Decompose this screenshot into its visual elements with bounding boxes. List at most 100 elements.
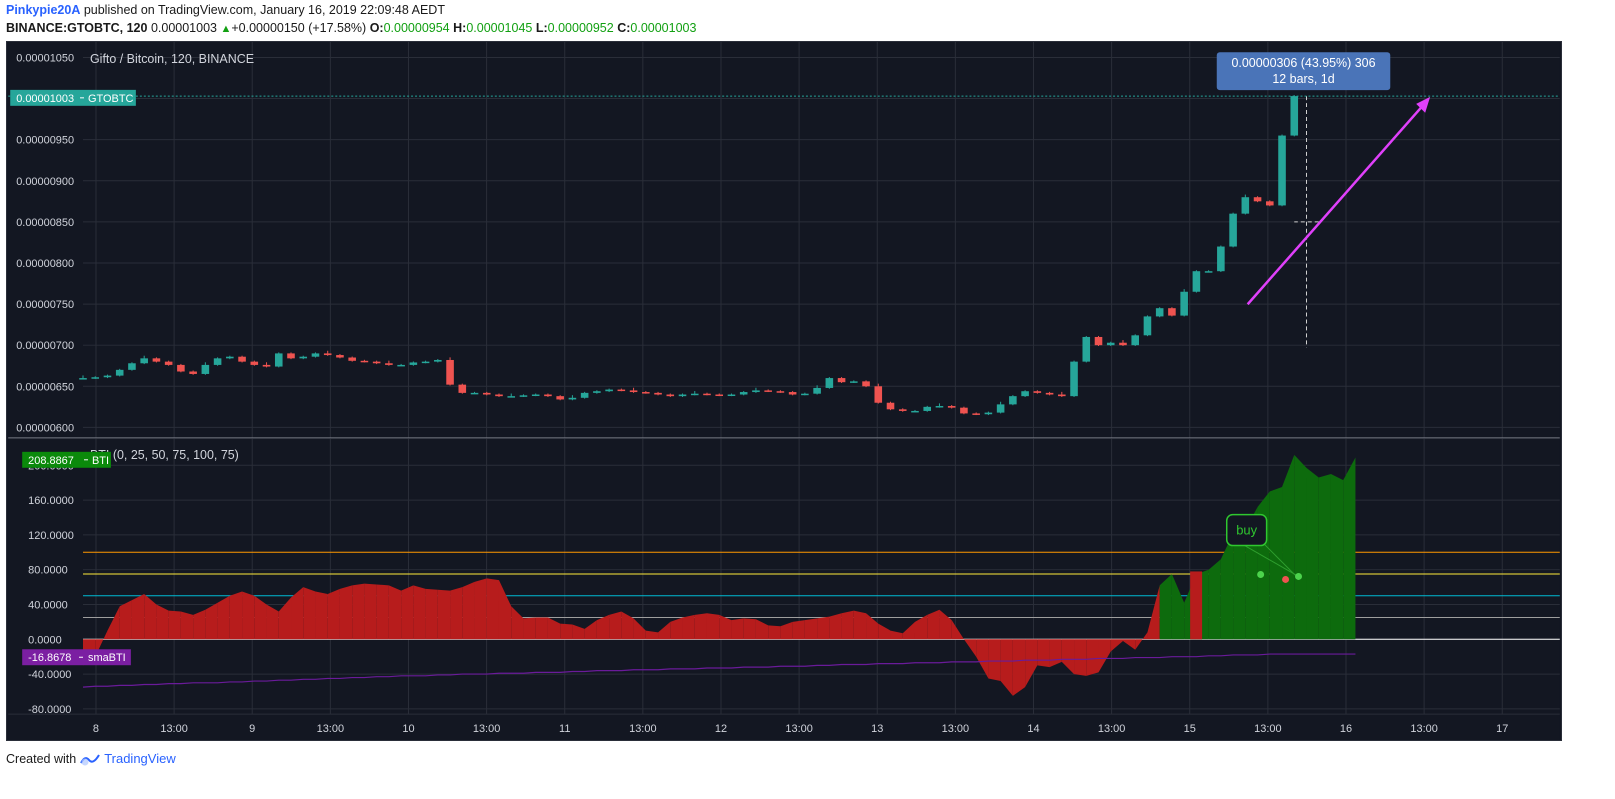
bti-area-segment xyxy=(1074,639,1087,676)
bti-area-segment xyxy=(1122,639,1136,650)
x-axis-labels[interactable]: 8 13:00 9 13:00 10 13:00 11 13:00 12 13:00 13 13:00… xyxy=(93,723,1508,735)
candle-body xyxy=(531,394,540,397)
bti-area-segment xyxy=(107,606,120,640)
bti-area-segment xyxy=(853,610,867,640)
bti-area-segment xyxy=(131,594,145,640)
bti-area-segment xyxy=(1012,639,1026,696)
bti-area-segment xyxy=(291,587,304,640)
bti-axis-label: 120.0000 xyxy=(28,530,74,542)
publication-line: Pinkypie20A published on TradingView.com… xyxy=(6,3,445,17)
candle-body xyxy=(458,384,467,393)
publisher-link[interactable]: Pinkypie20A xyxy=(6,3,81,17)
price-tag-symbol: GTOBTC xyxy=(88,93,134,105)
x-axis-label: 13:00 xyxy=(160,723,187,735)
bti-area-segment xyxy=(572,624,585,640)
candle-body xyxy=(1106,342,1115,346)
buy-callout-pointer-a xyxy=(1260,540,1297,577)
candle-body xyxy=(140,358,148,364)
trend-arrow[interactable] xyxy=(1246,96,1431,306)
bti-area-segment xyxy=(278,597,292,640)
candle-body xyxy=(788,392,797,395)
buy-callout[interactable]: buy xyxy=(1225,513,1303,583)
candle-body xyxy=(189,371,197,374)
bti-area-segment xyxy=(193,609,206,640)
candle-body xyxy=(1143,316,1152,336)
candle-body xyxy=(715,394,724,397)
candle-body xyxy=(654,392,662,395)
candle-body xyxy=(348,357,356,361)
bti-area-segment xyxy=(450,587,463,640)
candle-body xyxy=(519,395,528,397)
price-axis-label: 0.00000750 xyxy=(16,299,74,311)
low-value: 0.00000952 xyxy=(547,21,614,35)
candle-body xyxy=(128,363,136,370)
price-axis-label: 0.00000800 xyxy=(16,258,74,270)
bti-axis-label: 80.0000 xyxy=(28,565,68,577)
high-label: H: xyxy=(453,21,467,35)
candle-body xyxy=(360,360,369,363)
candle-body xyxy=(666,394,675,397)
candle-body xyxy=(1155,308,1164,317)
bti-area-segment xyxy=(156,604,169,640)
sma-tag-value: -16.8678 xyxy=(28,652,71,664)
bti-area-segment xyxy=(1306,467,1319,640)
bti-area-segment xyxy=(719,614,732,640)
bti-area-segment xyxy=(1171,574,1185,640)
bti-area-segment xyxy=(1294,454,1307,640)
sma-value-tag: -16.8678 smaBTI xyxy=(22,649,131,666)
price-axis-label: 0.00000850 xyxy=(16,217,74,229)
price-range-measure[interactable]: 0.00000306 (43.95%) 306 12 bars, 1d xyxy=(1216,52,1391,348)
bti-area-segment xyxy=(413,585,426,640)
candle-body xyxy=(470,392,479,395)
buy-callout-box[interactable] xyxy=(1225,513,1268,547)
price-pane-legend[interactable]: Gifto / Bitcoin, 120, BINANCE xyxy=(90,52,254,66)
price-axis-label: 0.00001050 xyxy=(16,52,74,64)
candle-body xyxy=(617,389,626,392)
bti-area-segment xyxy=(706,613,720,640)
candle-body xyxy=(1290,96,1299,136)
bti-pane-legend[interactable]: BTI (0, 25, 50, 75, 100, 75) xyxy=(90,448,239,462)
bti-area-segment xyxy=(682,614,695,640)
candle-body xyxy=(678,394,687,397)
candle-body xyxy=(1204,271,1213,273)
buy-callout-text: buy xyxy=(1236,523,1257,538)
x-axis-label: 13:00 xyxy=(1098,723,1125,735)
bti-area-segment xyxy=(621,611,634,640)
bti-area-segment xyxy=(866,613,879,640)
x-axis-label: 13:00 xyxy=(942,723,969,735)
chart-canvas[interactable]: 0.00000306 (43.95%) 306 12 bars, 1d buy … xyxy=(6,41,1562,741)
candle-body xyxy=(1094,336,1103,346)
bti-area-segment xyxy=(242,591,255,640)
tradingview-brand-link[interactable]: TradingView xyxy=(104,751,176,766)
candle-body xyxy=(152,358,161,362)
x-axis-label: 13:00 xyxy=(785,723,812,735)
bti-area-segment xyxy=(1343,457,1356,640)
candle-body xyxy=(164,361,173,365)
bti-area-segment xyxy=(1282,454,1295,640)
candle-body xyxy=(605,389,613,392)
bti-axis-label: 40.0000 xyxy=(28,599,68,611)
bti-area-segment xyxy=(425,588,438,640)
candle-body xyxy=(764,390,772,392)
candle-body xyxy=(79,378,87,380)
bti-area-segment xyxy=(792,620,805,640)
open-label: O: xyxy=(369,21,384,35)
candle-body xyxy=(226,356,234,359)
candle-body xyxy=(409,362,418,365)
bti-area-segment xyxy=(743,618,756,640)
price-tag: 0.00001003 GTOBTC xyxy=(10,89,136,106)
candles xyxy=(79,95,1299,416)
trend-arrow-line[interactable] xyxy=(1246,101,1428,306)
bti-area-segment xyxy=(315,591,328,640)
candle-body xyxy=(837,378,846,383)
x-axis-label: 13:00 xyxy=(1410,723,1437,735)
candle-body xyxy=(776,391,785,393)
bti-area-segment xyxy=(841,610,854,640)
tradingview-logo-icon xyxy=(80,753,101,765)
x-axis-label: 13 xyxy=(871,723,883,735)
bti-area-segment xyxy=(780,621,793,640)
x-axis-label: 17 xyxy=(1496,723,1508,735)
candle-body xyxy=(421,361,430,364)
candle-body xyxy=(850,381,858,383)
bti-tag-box xyxy=(22,451,111,468)
